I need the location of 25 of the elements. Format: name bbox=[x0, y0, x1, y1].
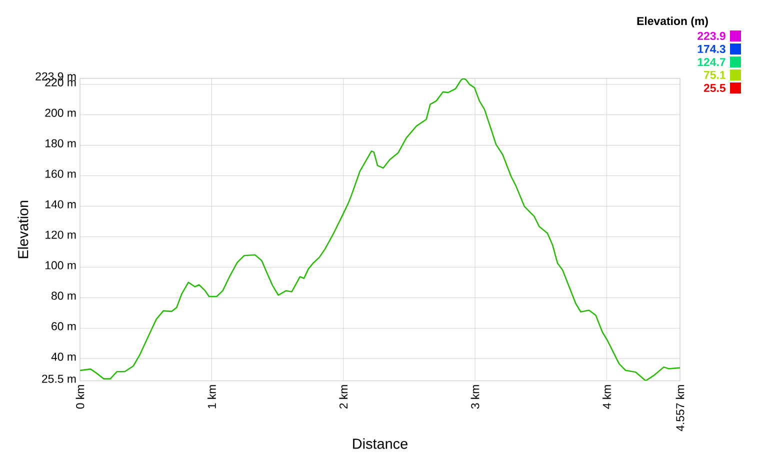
x-tick-label: 4 km bbox=[602, 385, 611, 409]
x-tick-label: 1 km bbox=[208, 385, 216, 408]
x-tick-label: 4.557 km bbox=[676, 385, 684, 432]
y-tick-label: 160 m bbox=[46, 170, 76, 178]
x-axis-title: Distance bbox=[353, 438, 408, 449]
x-tick-label: 2 km bbox=[339, 385, 348, 409]
y-tick-label: 25.5 m bbox=[42, 374, 76, 383]
color-bar-label: 124.7 bbox=[698, 58, 726, 66]
y-tick-label: 100 m bbox=[46, 261, 76, 270]
x-tick-label: 0 km bbox=[76, 385, 84, 409]
y-axis-title: Elevation bbox=[18, 200, 28, 258]
color-bar-label: 75.1 bbox=[704, 71, 726, 79]
y-tick-label: 120 m bbox=[46, 230, 76, 239]
color-bar-label: 223.9 bbox=[698, 32, 726, 40]
y-tick-label: 140 m bbox=[46, 200, 76, 208]
y-tick-label: 40 m bbox=[51, 352, 76, 361]
color-bar-label: 174.3 bbox=[698, 44, 726, 54]
y-tick-label: 60 m bbox=[52, 322, 76, 330]
y-tick-label: 200 m bbox=[45, 108, 76, 117]
y-tick-label: 180 m bbox=[46, 139, 76, 148]
x-tick-label: 3 km bbox=[470, 385, 480, 409]
color-bar-label: 25.5 bbox=[704, 84, 726, 92]
color-bar-title: Elevation (m) bbox=[637, 16, 708, 28]
y-tick-label: 223.9 m bbox=[36, 72, 76, 80]
y-tick-label: 80 m bbox=[52, 292, 76, 300]
